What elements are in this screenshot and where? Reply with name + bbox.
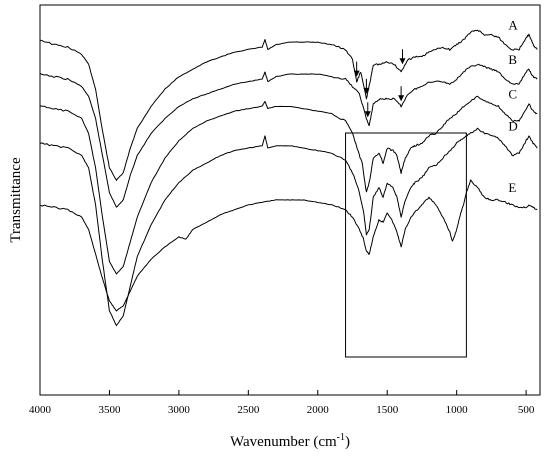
series-E-label: E xyxy=(508,180,516,195)
x-tick-label: 3500 xyxy=(98,404,121,416)
x-axis-ticks: 4000 3500 3000 2500 2000 1500 1000 500 xyxy=(29,390,535,416)
arrow-marker-head xyxy=(353,70,360,77)
x-axis-title-sup: -1 xyxy=(337,432,345,443)
series-C-line xyxy=(39,95,538,275)
x-tick-label: 2500 xyxy=(237,404,260,416)
highlight-box xyxy=(345,132,467,358)
x-axis-title-close: ) xyxy=(345,434,350,450)
x-tick-label: 1000 xyxy=(446,404,469,416)
arrow-marker-head xyxy=(398,95,405,102)
arrow-marker-head xyxy=(363,87,370,94)
series-C-label: C xyxy=(508,86,517,101)
series-D-line xyxy=(39,127,538,326)
y-axis-title: Transmittance xyxy=(8,157,24,243)
x-axis-title-main: Wavenumber (cm xyxy=(230,434,337,450)
series-A-label: A xyxy=(508,17,518,32)
series-layer: A B C D E xyxy=(39,17,538,326)
x-tick-label: 500 xyxy=(518,404,535,416)
x-tick-label: 1500 xyxy=(376,404,399,416)
series-B-line xyxy=(39,63,538,208)
arrow-markers xyxy=(353,49,406,118)
series-A-line xyxy=(39,29,538,181)
series-B-label: B xyxy=(508,52,517,67)
x-tick-label: 2000 xyxy=(307,404,330,416)
arrow-marker-head xyxy=(399,58,406,65)
x-tick-label: 3000 xyxy=(168,404,191,416)
arrow-marker-head xyxy=(364,111,371,118)
x-axis-title: Wavenumber (cm-1) xyxy=(230,432,350,450)
plot-frame xyxy=(39,4,541,396)
series-D-label: D xyxy=(508,118,517,133)
x-tick-label: 4000 xyxy=(29,404,52,416)
series-E-line xyxy=(39,179,538,312)
